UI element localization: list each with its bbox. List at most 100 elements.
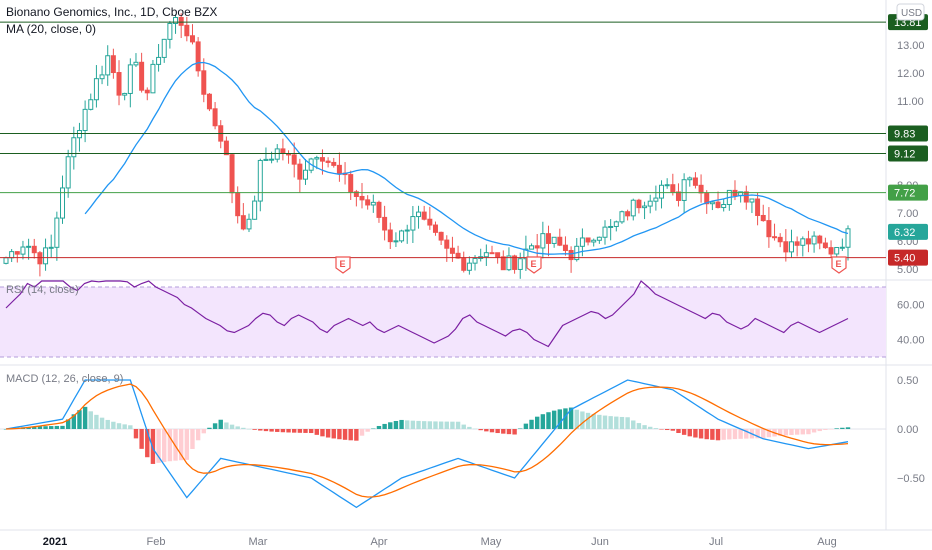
candle xyxy=(489,252,495,255)
candle xyxy=(500,256,506,271)
candle xyxy=(240,215,246,230)
candle xyxy=(794,241,800,246)
macd-histogram-bar xyxy=(178,429,184,461)
candle xyxy=(653,197,659,202)
macd-histogram-bar xyxy=(410,420,416,429)
candle xyxy=(336,164,342,174)
currency-button[interactable] xyxy=(896,3,925,21)
candle xyxy=(82,108,88,132)
candle xyxy=(483,252,489,258)
macd-histogram-bar xyxy=(416,420,421,429)
level-price-tag xyxy=(888,184,928,201)
time-axis-label: Apr xyxy=(370,536,387,548)
candle xyxy=(20,246,26,255)
macd-histogram-bar xyxy=(65,419,71,429)
macd-histogram-bar xyxy=(331,429,336,439)
candle xyxy=(76,130,82,139)
macd-histogram-bar xyxy=(49,426,54,429)
candle xyxy=(99,74,105,80)
macd-histogram-bar xyxy=(359,429,365,436)
macd-histogram-bar xyxy=(597,414,602,429)
macd-histogram-bar xyxy=(636,423,642,429)
candle xyxy=(60,187,66,219)
macd-histogram-bar xyxy=(681,429,687,435)
macd-histogram-bar xyxy=(3,429,9,430)
candle xyxy=(427,218,433,226)
candle xyxy=(246,218,252,230)
macd-histogram-bar xyxy=(664,429,670,431)
signal-line xyxy=(5,383,849,498)
rsi-label: RSI (14, close) xyxy=(6,284,79,296)
candle xyxy=(399,230,405,242)
macd-histogram-bar xyxy=(461,424,466,429)
macd-histogram xyxy=(3,406,851,464)
macd-histogram-bar xyxy=(393,420,399,429)
price-tick-label: 12.00 xyxy=(897,68,925,80)
macd-tick-label: 0.00 xyxy=(897,424,918,436)
candle xyxy=(65,156,71,189)
macd-histogram-bar xyxy=(421,421,427,429)
candle xyxy=(715,201,721,209)
candle xyxy=(370,201,376,206)
candle xyxy=(749,198,755,203)
candle xyxy=(195,41,201,72)
candle xyxy=(585,237,591,243)
candle xyxy=(506,255,512,271)
candle xyxy=(777,236,783,243)
candle xyxy=(280,148,286,154)
macd-histogram-bar xyxy=(840,427,845,429)
candle xyxy=(303,169,309,180)
macd-histogram-bar xyxy=(286,429,291,433)
macd-histogram-bar xyxy=(698,429,704,439)
macd-histogram-bar xyxy=(518,428,523,429)
level-price-label: 9.83 xyxy=(894,129,915,141)
macd-histogram-bar xyxy=(258,429,263,431)
candle xyxy=(9,251,15,259)
macd-histogram-bar xyxy=(455,421,461,429)
candle xyxy=(37,252,43,265)
macd-histogram-bar xyxy=(484,429,489,432)
macd-histogram-bar xyxy=(777,429,783,436)
candle xyxy=(743,191,749,203)
time-axis-label: 2021 xyxy=(43,536,67,548)
macd-histogram-bar xyxy=(467,426,472,429)
candle xyxy=(291,154,297,165)
candle xyxy=(331,161,337,166)
candle xyxy=(438,231,444,241)
level-price-tag xyxy=(888,125,928,142)
candle xyxy=(845,228,851,248)
macd-histogram-bar xyxy=(337,429,342,440)
candle xyxy=(105,55,111,76)
earnings-marker-label: E xyxy=(340,259,346,269)
candle xyxy=(444,239,450,249)
macd-histogram-bar xyxy=(354,429,359,441)
last-price-tag xyxy=(888,223,928,240)
candle xyxy=(376,201,382,218)
candle xyxy=(48,246,54,249)
macd-histogram-bar xyxy=(133,429,139,439)
macd-line xyxy=(5,379,849,509)
candle xyxy=(167,23,173,40)
candle xyxy=(410,216,416,231)
candle xyxy=(93,78,99,101)
symbol-title: Bionano Genomics, Inc., 1D, Cboe BZX xyxy=(6,5,217,19)
macd-histogram-bar xyxy=(116,423,122,429)
candle xyxy=(659,184,665,199)
candle xyxy=(14,251,20,255)
rsi-line xyxy=(5,280,849,348)
earnings-marker-icon xyxy=(831,256,847,274)
candle xyxy=(274,148,280,160)
macd-histogram-bar xyxy=(512,429,517,435)
candle xyxy=(681,179,687,201)
candle xyxy=(664,184,670,187)
candle xyxy=(43,247,49,265)
candle xyxy=(449,247,455,254)
macd-histogram-bar xyxy=(54,425,60,429)
macd-histogram-bar xyxy=(659,429,664,430)
earnings-marker-label: E xyxy=(531,259,537,269)
candle xyxy=(630,199,636,217)
candle xyxy=(517,258,523,270)
macd-histogram-bar xyxy=(744,429,749,439)
earnings-marker-icon xyxy=(526,256,542,274)
